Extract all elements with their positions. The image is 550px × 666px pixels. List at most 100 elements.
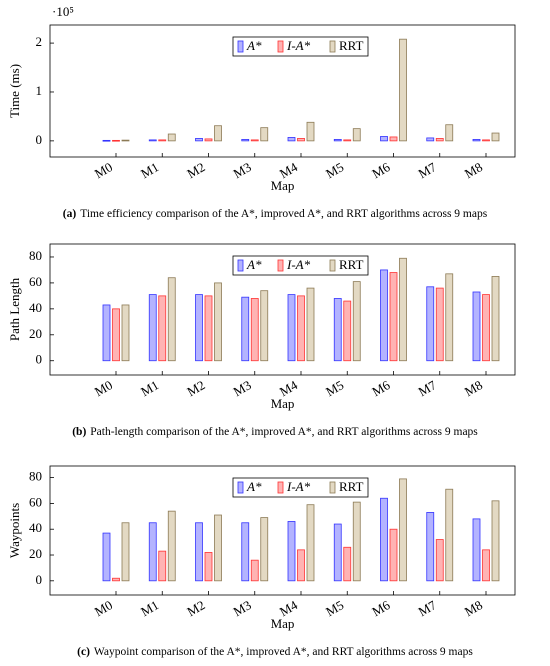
x-tick-label: M0: [92, 597, 115, 619]
x-axis-label: Map: [271, 396, 295, 411]
y-tick-label: 80: [29, 248, 42, 263]
x-tick-label: M7: [416, 377, 440, 399]
x-tick-label: M6: [369, 159, 393, 181]
x-tick-label: M2: [184, 159, 207, 181]
bar: [491, 132, 500, 142]
bar: [445, 124, 454, 142]
legend-swatch: [329, 40, 336, 53]
bar: [148, 522, 157, 582]
y-tick-label: 60: [29, 274, 42, 289]
caption-label: (c): [77, 646, 90, 658]
bar: [306, 287, 315, 362]
x-tick-label: M3: [231, 159, 254, 181]
bar: [158, 550, 167, 582]
caption: (b) Path-length comparison of the A*, imp…: [72, 426, 478, 438]
y-tick-label: 20: [29, 326, 42, 341]
bar: [306, 121, 315, 142]
bar: [491, 276, 500, 362]
bar: [389, 528, 398, 582]
bar: [195, 138, 203, 142]
bar: [167, 133, 176, 142]
legend-label: A*: [246, 257, 262, 272]
x-tick-label: M1: [138, 597, 161, 619]
bar: [121, 139, 130, 142]
y-tick-label: 0: [36, 572, 43, 587]
x-axis-label: Map: [271, 616, 295, 631]
axis-exponent: ·10⁵: [52, 4, 74, 19]
y-tick-label: 1: [36, 83, 43, 98]
x-tick-label: M5: [323, 377, 346, 399]
caption: (a) Time efficiency comparison of the A*,…: [63, 208, 488, 220]
caption: (c) Waypoint comparison of the A*, improv…: [77, 646, 473, 658]
legend-swatch: [277, 40, 284, 53]
bar: [426, 512, 435, 582]
plot-frame: [49, 465, 516, 596]
y-tick-label: 40: [29, 520, 42, 535]
caption-text: Path-length comparison of the A*, improv…: [90, 426, 478, 438]
bar: [214, 125, 222, 142]
bar: [445, 488, 454, 582]
x-tick-label: M8: [462, 159, 485, 181]
x-tick-label: M3: [231, 597, 254, 619]
y-tick-label: 0: [36, 132, 43, 147]
x-tick-label: M7: [416, 597, 440, 619]
bar: [241, 296, 250, 362]
bar: [343, 300, 352, 362]
legend-label: A*: [246, 479, 262, 494]
x-tick-label: M2: [184, 377, 207, 399]
bar: [306, 504, 315, 582]
x-tick-label: M8: [462, 377, 485, 399]
bar: [148, 294, 157, 362]
legend-swatch: [329, 259, 336, 272]
bar: [148, 139, 157, 142]
bar: [204, 138, 213, 142]
bar: [426, 137, 435, 142]
bar: [195, 294, 203, 362]
x-tick-label: M1: [138, 159, 161, 181]
bar: [102, 532, 111, 582]
bar: [482, 549, 490, 582]
x-tick-label: M6: [369, 597, 393, 619]
bar: [241, 138, 250, 142]
bar: [112, 308, 120, 362]
x-tick-label: M5: [323, 159, 346, 181]
bar: [297, 549, 305, 582]
legend-swatch: [237, 259, 244, 272]
bar: [204, 295, 213, 362]
x-tick-label: M8: [462, 597, 485, 619]
bar: [399, 38, 407, 142]
bar: [352, 281, 361, 362]
caption-label: (a): [63, 208, 77, 220]
x-tick-label: M3: [231, 377, 254, 399]
bar: [472, 291, 481, 362]
bar: [102, 304, 111, 362]
bar: [380, 497, 388, 582]
y-tick-label: 0: [36, 352, 43, 367]
legend-label: RRT: [339, 38, 364, 53]
caption-label: (b): [72, 426, 86, 438]
bar: [167, 510, 176, 582]
x-tick-label: M0: [92, 159, 115, 181]
x-axis-label: Map: [271, 178, 295, 193]
plot-frame: [49, 243, 516, 376]
bar: [399, 257, 407, 362]
legend-label: A*: [246, 38, 262, 53]
bar: [195, 522, 203, 582]
x-tick-label: M1: [138, 377, 161, 399]
bar: [352, 501, 361, 582]
legend-label: RRT: [339, 479, 364, 494]
bar: [297, 138, 305, 142]
x-tick-label: M7: [416, 159, 440, 181]
y-tick-label: 20: [29, 546, 42, 561]
bar: [389, 272, 398, 362]
bar: [158, 295, 167, 362]
bar: [297, 295, 305, 362]
bar: [426, 286, 435, 362]
caption-text: Waypoint comparison of the A*, improved …: [94, 646, 473, 658]
bar: [472, 138, 481, 142]
bar: [167, 277, 176, 362]
bar: [333, 138, 342, 142]
bar: [333, 523, 342, 582]
x-tick-label: M5: [323, 597, 346, 619]
